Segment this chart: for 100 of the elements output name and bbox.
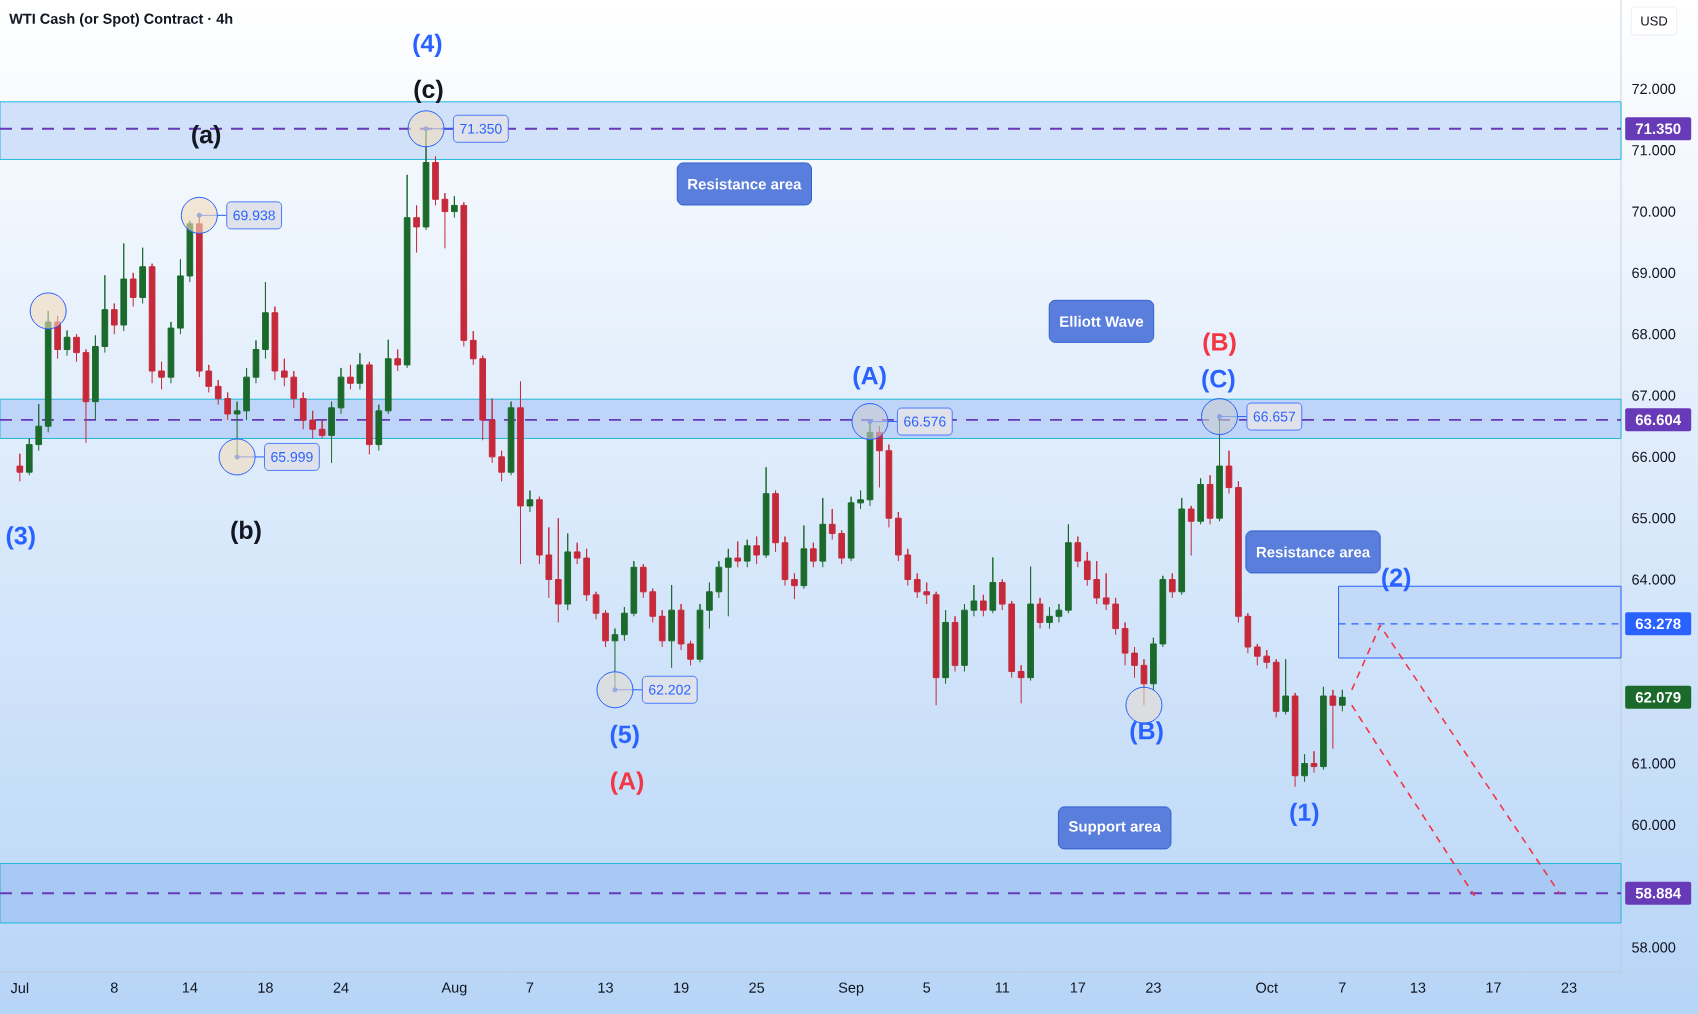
candlestick [252, 339, 260, 384]
candlestick [526, 490, 534, 513]
candlestick [1102, 572, 1110, 611]
band-label: Resistance area [688, 178, 802, 190]
candlestick [1083, 551, 1091, 587]
candlestick [1065, 523, 1072, 614]
candlestick [356, 352, 364, 390]
annotation: (a) [192, 125, 221, 149]
candlestick [479, 355, 487, 441]
candlestick [970, 584, 978, 617]
candlestick [82, 349, 90, 444]
y-tick-label: 71.000 [1632, 145, 1676, 156]
candlestick [1008, 600, 1016, 679]
candlestick [791, 572, 798, 600]
candlestick [1093, 560, 1101, 605]
candlestick [243, 367, 250, 421]
candlestick [649, 588, 657, 623]
candlestick [592, 591, 600, 620]
candlestick [158, 361, 165, 390]
candlestick [337, 367, 345, 415]
point [218, 438, 256, 476]
candlestick [177, 258, 184, 335]
x-tick-label: 18 [258, 982, 273, 993]
candlestick [687, 640, 694, 666]
candlestick [25, 437, 33, 476]
x-tick-label: 24 [333, 982, 349, 993]
data-label: 65.999 [271, 451, 313, 462]
candlestick [1338, 689, 1346, 712]
y-tick-label: 60.000 [1632, 819, 1676, 830]
candlestick [507, 401, 515, 476]
candlestick [715, 560, 723, 599]
annotation: (4) [413, 33, 442, 58]
candlestick [1329, 689, 1337, 750]
candlestick [290, 370, 298, 409]
candlestick [847, 496, 855, 562]
candlestick [347, 364, 354, 390]
x-tick-label: 23 [1561, 982, 1577, 993]
candlestick [677, 603, 685, 651]
x-tick-label: 13 [1410, 982, 1426, 993]
candlestick [706, 582, 713, 630]
text: 62.079 [1635, 692, 1681, 703]
candlestick [271, 306, 279, 381]
candlestick [1272, 658, 1280, 718]
annotation: (A) [853, 366, 886, 390]
candlestick [743, 539, 751, 568]
candlestick [54, 315, 61, 360]
candlestick [92, 334, 99, 421]
candlestick [451, 195, 458, 219]
point [596, 671, 634, 709]
candlestick [554, 517, 562, 623]
ref-line-label: 58.884 [1635, 887, 1682, 899]
candlestick [762, 466, 770, 559]
candlestick [1178, 497, 1186, 596]
annotation: (1) [1290, 802, 1319, 827]
candlestick [819, 497, 827, 568]
candlestick [35, 403, 43, 452]
candlestick [394, 349, 402, 372]
candlestick [923, 582, 931, 605]
candlestick [441, 192, 449, 249]
candlestick [375, 404, 383, 452]
candlestick [110, 303, 118, 335]
band-label: Resistance area [1256, 546, 1371, 558]
candlestick [120, 242, 128, 332]
candlestick [724, 548, 732, 617]
candlestick [1310, 750, 1318, 774]
data-label: 66.657 [1253, 411, 1296, 422]
candlestick [753, 536, 760, 565]
candlestick [1263, 649, 1271, 669]
candlestick [961, 603, 968, 672]
candlestick [214, 379, 222, 406]
annotation: (2) [1382, 567, 1411, 592]
candlestick [1017, 664, 1025, 704]
annotation: (3) [6, 526, 35, 550]
x-tick-label: 23 [1146, 982, 1161, 993]
candlestick [469, 330, 477, 366]
candlestick [1253, 643, 1261, 666]
point [851, 403, 889, 441]
candlestick [148, 263, 156, 384]
x-tick-label: 7 [526, 982, 534, 993]
candlestick [318, 419, 326, 439]
candlestick [1121, 621, 1129, 666]
candlestick [998, 579, 1006, 611]
x-tick-label: 7 [1339, 982, 1346, 993]
candlestick [205, 364, 213, 393]
ref-line-label: 71.350 [1635, 123, 1681, 135]
point [180, 196, 218, 234]
candlestick [460, 201, 468, 347]
point [1201, 398, 1239, 436]
candlestick [1282, 658, 1289, 715]
x-tick-label: Sep [838, 982, 864, 996]
data-label: 62.202 [649, 684, 691, 695]
data-label: 71.350 [460, 123, 502, 134]
candlestick [564, 533, 572, 611]
y-tick-label: 66.000 [1632, 451, 1676, 462]
point [29, 292, 67, 330]
y-tick-label: 69.000 [1632, 267, 1676, 279]
candlestick [403, 174, 411, 369]
annotation: (A) [610, 771, 644, 795]
text: WTI Cash (or Spot) Contract · 4h [9, 13, 233, 27]
candlestick [602, 609, 609, 648]
